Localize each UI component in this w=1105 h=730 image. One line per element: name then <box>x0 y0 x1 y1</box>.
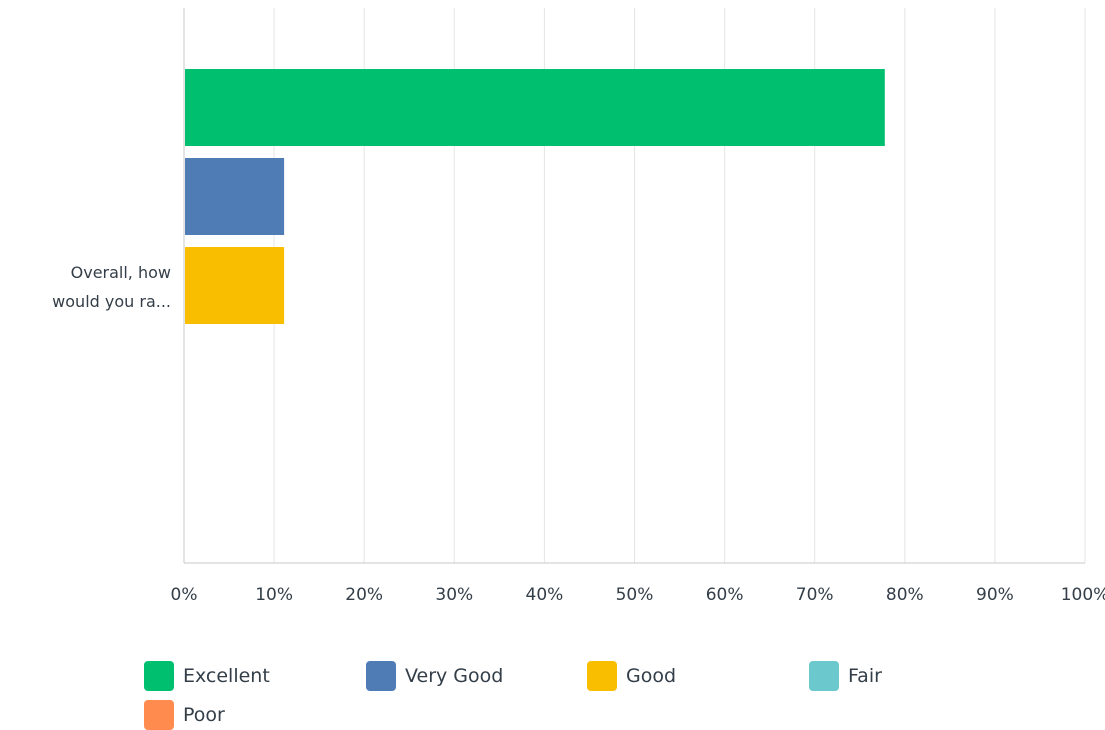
x-tick-label: 0% <box>171 585 198 605</box>
category-label-line: Overall, how <box>71 263 171 282</box>
y-axis-category-labels: Overall, how would you ra... <box>52 263 171 311</box>
legend-item-fair[interactable]: Fair <box>809 661 882 691</box>
x-tick-label: 60% <box>706 585 744 605</box>
legend-swatch <box>144 661 174 691</box>
x-tick-label: 80% <box>886 585 924 605</box>
x-tick-label: 10% <box>255 585 293 605</box>
bar-very-good[interactable] <box>185 158 285 235</box>
legend-swatch <box>366 661 396 691</box>
legend-label: Very Good <box>405 665 504 687</box>
x-tick-label: 30% <box>435 585 473 605</box>
legend-swatch <box>587 661 617 691</box>
category-label-line: would you ra... <box>52 292 171 311</box>
bars <box>185 69 885 324</box>
x-tick-label: 70% <box>796 585 834 605</box>
x-axis-tick-labels: 0% 10% 20% 30% 40% 50% 60% 70% 80% 90% 100% <box>171 585 1105 605</box>
legend-label: Excellent <box>183 665 270 687</box>
bar-good[interactable] <box>185 247 285 324</box>
x-tick-label: 90% <box>976 585 1014 605</box>
legend-label: Fair <box>848 665 882 687</box>
legend-label: Good <box>626 665 677 687</box>
legend-item-good[interactable]: Good <box>587 661 676 691</box>
x-tick-label: 100% <box>1061 585 1105 605</box>
legend-item-excellent[interactable]: Excellent <box>144 661 270 691</box>
bar-chart: 0% 10% 20% 30% 40% 50% 60% 70% 80% 90% 100% Overal… <box>52 8 1105 605</box>
legend-item-poor[interactable]: Poor <box>144 700 225 730</box>
legend-item-very-good[interactable]: Very Good <box>366 661 503 691</box>
x-tick-label: 50% <box>616 585 654 605</box>
legend-swatch <box>809 661 839 691</box>
legend-label: Poor <box>183 704 225 726</box>
x-tick-label: 20% <box>345 585 383 605</box>
bar-excellent[interactable] <box>185 69 885 146</box>
x-tick-label: 40% <box>526 585 564 605</box>
legend-swatch <box>144 700 174 730</box>
